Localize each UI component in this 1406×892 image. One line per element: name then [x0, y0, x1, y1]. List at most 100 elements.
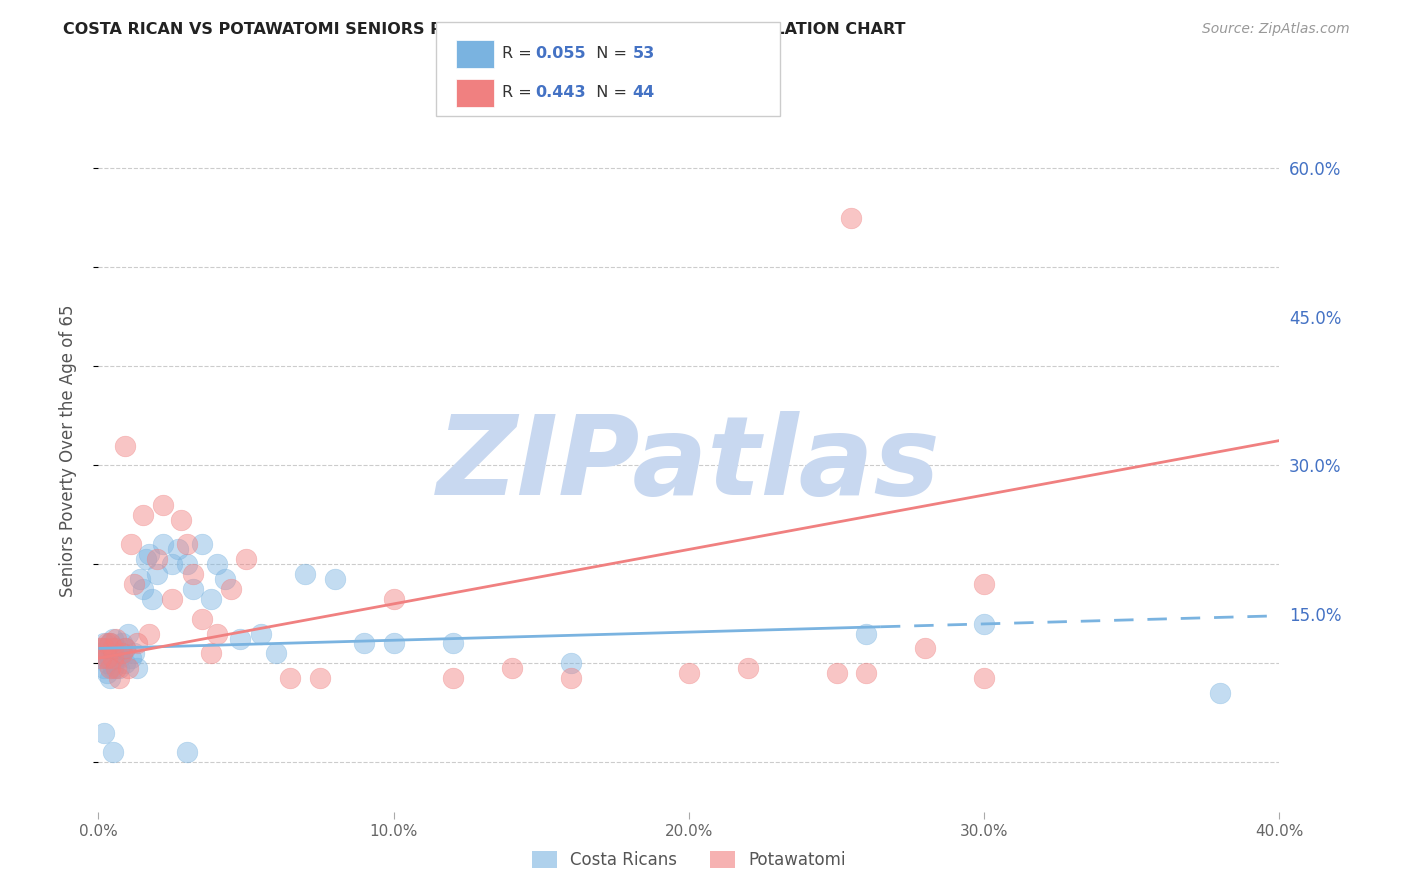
Point: [108, 671, 131, 685]
Point: [90, 651, 112, 665]
Point: [90, 646, 112, 660]
Point: [382, 591, 405, 606]
Text: R =: R =: [502, 86, 537, 101]
Point: [105, 641, 128, 656]
Point: [114, 657, 136, 671]
Text: N =: N =: [586, 86, 633, 101]
Point: [105, 651, 128, 665]
Point: [221, 582, 243, 596]
Point: [914, 641, 936, 656]
Point: [111, 636, 134, 650]
Text: Source: ZipAtlas.com: Source: ZipAtlas.com: [1202, 22, 1350, 37]
Point: [96, 657, 118, 671]
Point: [200, 646, 222, 660]
Point: [96, 636, 118, 650]
Point: [125, 636, 148, 650]
Point: [90, 641, 112, 656]
Point: [678, 666, 700, 681]
Text: COSTA RICAN VS POTAWATOMI SENIORS POVERTY OVER THE AGE OF 65 CORRELATION CHART: COSTA RICAN VS POTAWATOMI SENIORS POVERT…: [63, 22, 905, 37]
Point: [93, 636, 115, 650]
Point: [181, 582, 204, 596]
Point: [117, 661, 139, 675]
Point: [855, 666, 877, 681]
Point: [737, 661, 759, 675]
Point: [441, 671, 464, 685]
Point: [264, 646, 287, 660]
Point: [105, 661, 128, 675]
Point: [103, 745, 125, 759]
Point: [167, 542, 190, 557]
Point: [191, 612, 214, 626]
Point: [323, 572, 346, 586]
Point: [125, 661, 148, 675]
Point: [205, 626, 228, 640]
Point: [93, 641, 115, 656]
Point: [382, 636, 405, 650]
Point: [162, 591, 183, 606]
Point: [103, 651, 125, 665]
Point: [114, 641, 136, 656]
Point: [103, 661, 125, 675]
Point: [973, 577, 995, 591]
Point: [96, 641, 118, 656]
Point: [229, 632, 252, 646]
Point: [98, 671, 121, 685]
Point: [108, 651, 131, 665]
Point: [560, 657, 582, 671]
Legend: Costa Ricans, Potawatomi: Costa Ricans, Potawatomi: [524, 844, 853, 876]
Point: [170, 513, 193, 527]
Text: R =: R =: [502, 46, 537, 62]
Point: [841, 211, 863, 225]
Point: [152, 537, 174, 551]
Point: [114, 438, 136, 452]
Point: [560, 671, 582, 685]
Point: [103, 641, 125, 656]
Point: [152, 498, 174, 512]
Point: [117, 626, 139, 640]
Point: [200, 591, 222, 606]
Point: [353, 636, 375, 650]
Point: [138, 626, 160, 640]
Point: [146, 552, 169, 566]
Point: [93, 725, 115, 739]
Text: 0.443: 0.443: [536, 86, 586, 101]
Point: [855, 626, 877, 640]
Point: [96, 666, 118, 681]
Text: N =: N =: [586, 46, 633, 62]
Text: 44: 44: [633, 86, 655, 101]
Point: [250, 626, 273, 640]
Point: [98, 651, 121, 665]
Text: ZIPatlas: ZIPatlas: [437, 411, 941, 518]
Point: [441, 636, 464, 650]
Y-axis label: Seniors Poverty Over the Age of 65: Seniors Poverty Over the Age of 65: [59, 304, 77, 597]
Point: [120, 651, 142, 665]
Point: [98, 636, 121, 650]
Point: [141, 591, 163, 606]
Text: 0.055: 0.055: [536, 46, 586, 62]
Point: [176, 537, 198, 551]
Point: [98, 661, 121, 675]
Point: [309, 671, 332, 685]
Point: [162, 558, 183, 572]
Point: [973, 616, 995, 631]
Point: [132, 582, 155, 596]
Point: [205, 558, 228, 572]
Point: [176, 558, 198, 572]
Point: [114, 641, 136, 656]
Point: [103, 632, 125, 646]
Point: [135, 552, 157, 566]
Point: [825, 666, 848, 681]
Point: [122, 577, 145, 591]
Point: [280, 671, 302, 685]
Point: [138, 548, 160, 562]
Point: [105, 632, 128, 646]
Point: [973, 671, 995, 685]
Point: [103, 646, 125, 660]
Point: [181, 567, 204, 582]
Point: [96, 651, 118, 665]
Point: [176, 745, 198, 759]
Point: [128, 572, 150, 586]
Point: [191, 537, 214, 551]
Point: [132, 508, 155, 522]
Point: [90, 641, 112, 656]
